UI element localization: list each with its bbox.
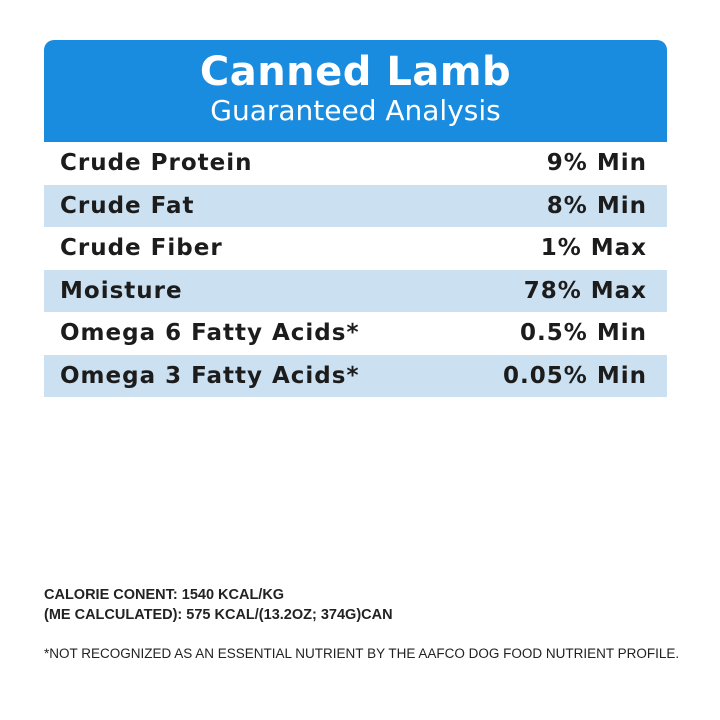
nutrient-row: Crude Fat 8% Min bbox=[44, 184, 667, 227]
calorie-line-kg: CALORIE CONENT: 1540 KCAL/KG bbox=[44, 587, 285, 603]
calorie-content: CALORIE CONENT: 1540 KCAL/KG (ME CALCULA… bbox=[44, 585, 684, 625]
nutrient-label: Crude Protein bbox=[60, 150, 253, 177]
nutrient-value: 78% Max bbox=[523, 277, 647, 304]
nutrient-value: 0.05% Min bbox=[503, 362, 647, 389]
nutrient-row: Omega 3 Fatty Acids* 0.05% Min bbox=[44, 354, 667, 397]
product-title: Canned Lamb bbox=[199, 49, 512, 95]
nutrient-row: Crude Fiber 1% Max bbox=[44, 227, 667, 270]
section-subtitle: Guaranteed Analysis bbox=[210, 94, 501, 127]
calorie-line-can: (ME CALCULATED): 575 KCAL/(13.2OZ; 374G)… bbox=[44, 607, 393, 623]
analysis-card: Canned Lamb Guaranteed Analysis Crude Pr… bbox=[44, 40, 667, 397]
nutrient-label: Moisture bbox=[60, 277, 183, 304]
nutrient-label: Omega 6 Fatty Acids* bbox=[60, 320, 360, 347]
nutrient-row: Omega 6 Fatty Acids* 0.5% Min bbox=[44, 312, 667, 355]
nutrient-label: Omega 3 Fatty Acids* bbox=[60, 362, 360, 389]
nutrient-value: 9% Min bbox=[546, 150, 647, 177]
nutrient-value: 8% Min bbox=[546, 192, 647, 219]
nutrient-row: Crude Protein 9% Min bbox=[44, 142, 667, 185]
nutrient-label: Crude Fat bbox=[60, 192, 195, 219]
nutrient-value: 1% Max bbox=[540, 235, 647, 262]
footnote: *NOT RECOGNIZED AS AN ESSENTIAL NUTRIENT… bbox=[44, 646, 680, 661]
nutrient-value: 0.5% Min bbox=[520, 320, 647, 347]
nutrient-label: Crude Fiber bbox=[60, 235, 223, 262]
card-header: Canned Lamb Guaranteed Analysis bbox=[44, 40, 667, 142]
nutrient-row: Moisture 78% Max bbox=[44, 269, 667, 312]
